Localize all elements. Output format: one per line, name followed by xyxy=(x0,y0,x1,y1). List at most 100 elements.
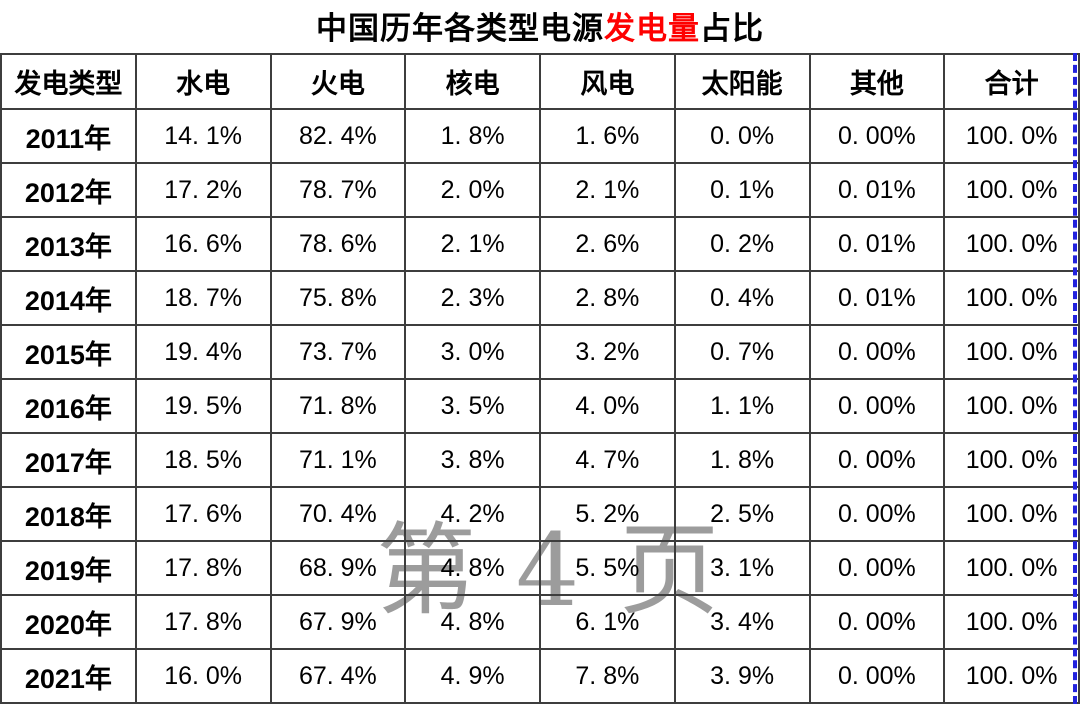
value-cell: 3. 4% xyxy=(673,594,811,650)
year-cell: 2020年 xyxy=(0,594,137,650)
year-cell: 2016年 xyxy=(0,378,137,434)
value-cell: 100. 0% xyxy=(943,540,1080,596)
column-header-hydro: 水电 xyxy=(134,53,272,110)
year-cell: 2011年 xyxy=(0,108,137,164)
value-cell: 0. 00% xyxy=(808,648,946,704)
value-cell: 19. 4% xyxy=(134,324,272,380)
value-cell: 4. 9% xyxy=(404,648,541,704)
value-cell: 0. 7% xyxy=(673,324,811,380)
value-cell: 5. 2% xyxy=(539,486,676,542)
value-cell: 3. 0% xyxy=(404,324,541,380)
page-title: 中国历年各类型电源发电量占比 xyxy=(0,4,1080,53)
value-cell: 2. 3% xyxy=(404,270,541,326)
title-suffix: 占比 xyxy=(700,11,764,46)
value-cell: 16. 6% xyxy=(134,216,272,272)
table-row: 2015年 19. 4% 73. 7% 3. 0% 3. 2% 0. 7% 0. 00% 10… xyxy=(0,324,1080,380)
value-cell: 2. 1% xyxy=(539,162,676,218)
value-cell: 0. 00% xyxy=(808,324,946,380)
value-cell: 18. 5% xyxy=(134,432,272,488)
header-row: 发电类型 水电 火电 核电 风电 太阳能 其他 合计 xyxy=(0,53,1080,110)
value-cell: 14. 1% xyxy=(134,108,272,164)
table-row: 2020年 17. 8% 67. 9% 4. 8% 6. 1% 3. 4% 0. 00% 10… xyxy=(0,594,1080,650)
value-cell: 4. 8% xyxy=(404,540,541,596)
value-cell: 78. 6% xyxy=(269,216,407,272)
value-cell: 100. 0% xyxy=(943,162,1080,218)
value-cell: 4. 0% xyxy=(539,378,676,434)
value-cell: 3. 2% xyxy=(539,324,676,380)
table-row: 2014年 18. 7% 75. 8% 2. 3% 2. 8% 0. 4% 0. 01% 10… xyxy=(0,270,1080,326)
table-row: 2013年 16. 6% 78. 6% 2. 1% 2. 6% 0. 2% 0. 01% 10… xyxy=(0,216,1080,272)
table-row: 2018年 17. 6% 70. 4% 4. 2% 5. 2% 2. 5% 0. 00% 10… xyxy=(0,486,1080,542)
column-header-type: 发电类型 xyxy=(0,53,137,110)
value-cell: 17. 6% xyxy=(134,486,272,542)
value-cell: 100. 0% xyxy=(943,324,1080,380)
column-header-thermal: 火电 xyxy=(269,53,407,110)
value-cell: 71. 8% xyxy=(269,378,407,434)
value-cell: 2. 1% xyxy=(404,216,541,272)
column-header-total: 合计 xyxy=(943,53,1080,110)
value-cell: 100. 0% xyxy=(943,432,1080,488)
value-cell: 17. 8% xyxy=(134,594,272,650)
table-row: 2017年 18. 5% 71. 1% 3. 8% 4. 7% 1. 8% 0. 00% 10… xyxy=(0,432,1080,488)
table-row: 2011年 14. 1% 82. 4% 1. 8% 1. 6% 0. 0% 0. 00% 10… xyxy=(0,108,1080,164)
title-prefix: 中国历年各类型电源 xyxy=(316,11,604,46)
column-header-solar: 太阳能 xyxy=(673,53,811,110)
table-row: 2019年 17. 8% 68. 9% 4. 8% 5. 5% 3. 1% 0. 00% 10… xyxy=(0,540,1080,596)
value-cell: 0. 1% xyxy=(673,162,811,218)
value-cell: 0. 4% xyxy=(673,270,811,326)
value-cell: 19. 5% xyxy=(134,378,272,434)
value-cell: 6. 1% xyxy=(539,594,676,650)
value-cell: 75. 8% xyxy=(269,270,407,326)
value-cell: 100. 0% xyxy=(943,486,1080,542)
table-row: 2012年 17. 2% 78. 7% 2. 0% 2. 1% 0. 1% 0. 01% 10… xyxy=(0,162,1080,218)
value-cell: 73. 7% xyxy=(269,324,407,380)
value-cell: 3. 1% xyxy=(673,540,811,596)
value-cell: 1. 6% xyxy=(539,108,676,164)
value-cell: 2. 6% xyxy=(539,216,676,272)
year-cell: 2017年 xyxy=(0,432,137,488)
value-cell: 16. 0% xyxy=(134,648,272,704)
value-cell: 0. 0% xyxy=(673,108,811,164)
column-header-wind: 风电 xyxy=(539,53,676,110)
value-cell: 2. 0% xyxy=(404,162,541,218)
value-cell: 4. 2% xyxy=(404,486,541,542)
value-cell: 70. 4% xyxy=(269,486,407,542)
value-cell: 0. 00% xyxy=(808,378,946,434)
value-cell: 1. 1% xyxy=(673,378,811,434)
value-cell: 71. 1% xyxy=(269,432,407,488)
year-cell: 2018年 xyxy=(0,486,137,542)
year-cell: 2019年 xyxy=(0,540,137,596)
value-cell: 68. 9% xyxy=(269,540,407,596)
value-cell: 0. 00% xyxy=(808,432,946,488)
value-cell: 0. 01% xyxy=(808,216,946,272)
value-cell: 0. 01% xyxy=(808,270,946,326)
year-cell: 2014年 xyxy=(0,270,137,326)
value-cell: 3. 9% xyxy=(673,648,811,704)
value-cell: 4. 7% xyxy=(539,432,676,488)
year-cell: 2021年 xyxy=(0,648,137,704)
page-break-line xyxy=(1073,53,1077,704)
value-cell: 2. 8% xyxy=(539,270,676,326)
value-cell: 0. 2% xyxy=(673,216,811,272)
value-cell: 100. 0% xyxy=(943,648,1080,704)
value-cell: 2. 5% xyxy=(673,486,811,542)
value-cell: 100. 0% xyxy=(943,270,1080,326)
value-cell: 1. 8% xyxy=(404,108,541,164)
table-row: 2021年 16. 0% 67. 4% 4. 9% 7. 8% 3. 9% 0. 00% 10… xyxy=(0,648,1080,704)
value-cell: 100. 0% xyxy=(943,594,1080,650)
value-cell: 67. 4% xyxy=(269,648,407,704)
value-cell: 3. 8% xyxy=(404,432,541,488)
year-cell: 2013年 xyxy=(0,216,137,272)
value-cell: 0. 01% xyxy=(808,162,946,218)
value-cell: 100. 0% xyxy=(943,108,1080,164)
value-cell: 0. 00% xyxy=(808,486,946,542)
value-cell: 0. 00% xyxy=(808,540,946,596)
value-cell: 17. 2% xyxy=(134,162,272,218)
value-cell: 0. 00% xyxy=(808,108,946,164)
value-cell: 5. 5% xyxy=(539,540,676,596)
value-cell: 4. 8% xyxy=(404,594,541,650)
value-cell: 67. 9% xyxy=(269,594,407,650)
value-cell: 0. 00% xyxy=(808,594,946,650)
value-cell: 3. 5% xyxy=(404,378,541,434)
title-highlight: 发电量 xyxy=(604,11,700,46)
